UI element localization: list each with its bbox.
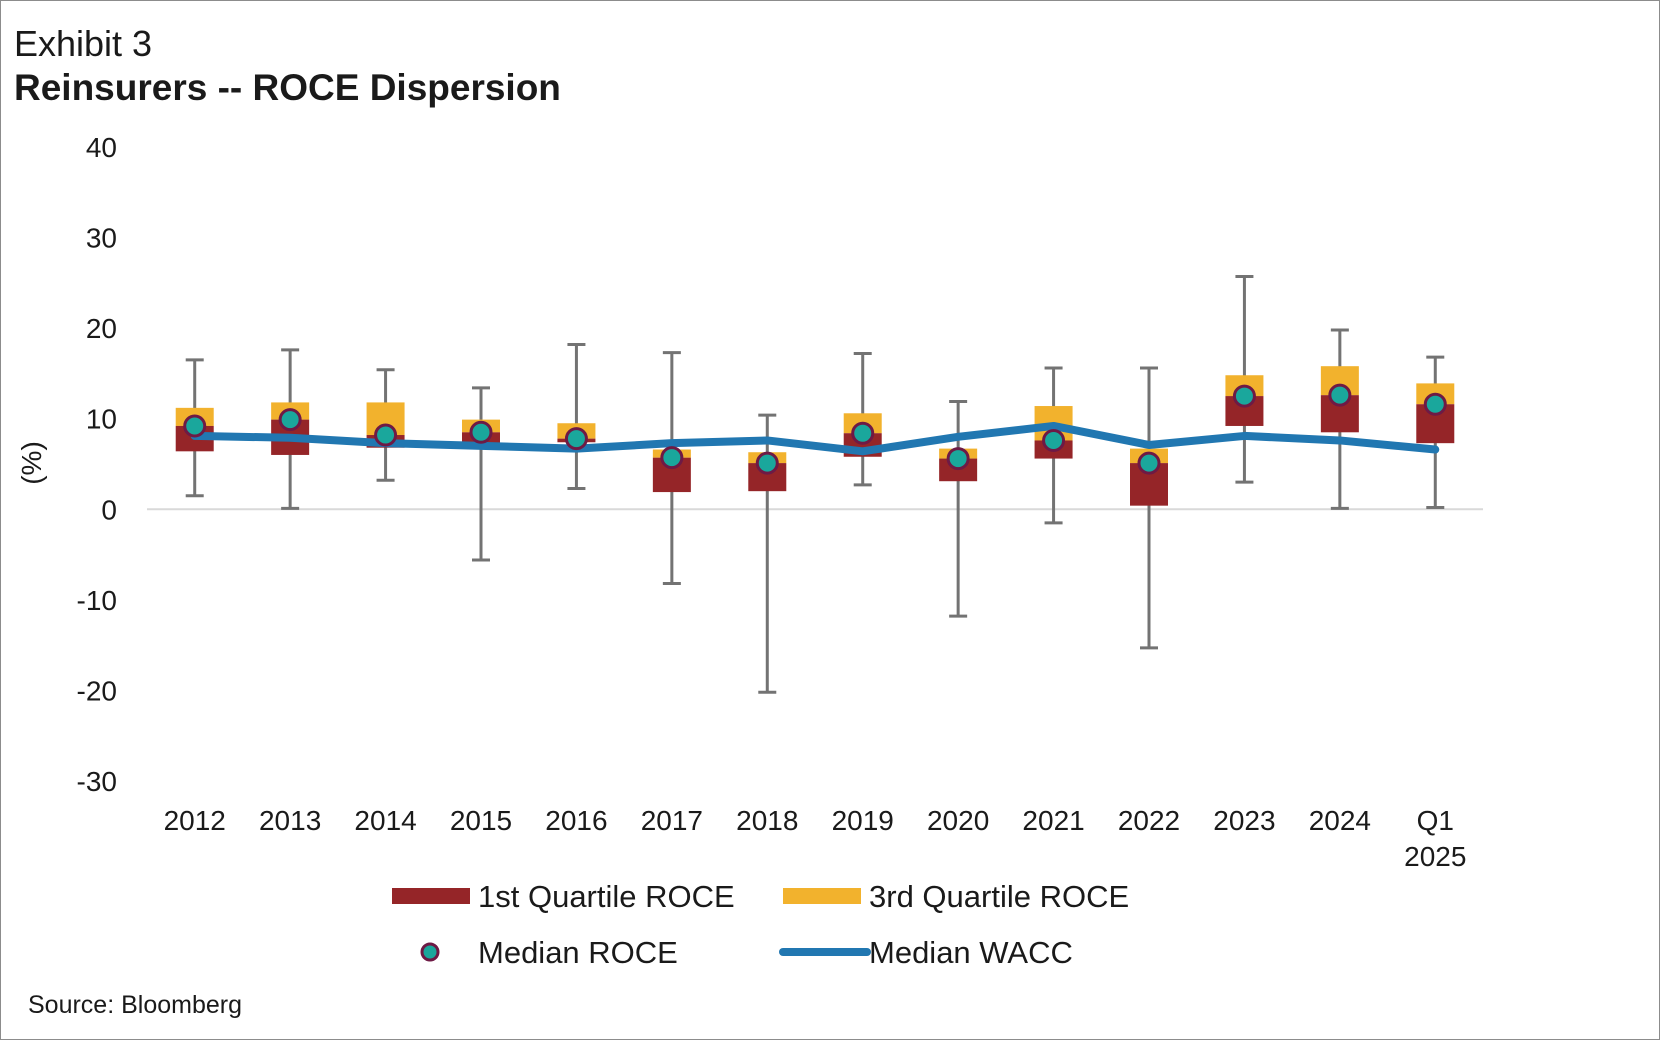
median-roce-marker — [469, 420, 493, 444]
legend-label-median-roce: Median ROCE — [478, 935, 678, 970]
x-tick-label: 2014 — [354, 805, 416, 836]
x-tick-label: 2016 — [545, 805, 607, 836]
median-roce-markers — [183, 383, 1447, 475]
legend-marker-median-roce — [420, 942, 440, 962]
median-wacc-series — [190, 421, 1440, 456]
x-tick-label: Q1 — [1417, 805, 1454, 836]
legend-label-q1: 1st Quartile ROCE — [478, 879, 735, 914]
median-roce-marker — [1232, 384, 1256, 408]
y-tick-label: 40 — [86, 132, 117, 163]
x-tick-label: 2022 — [1118, 805, 1180, 836]
y-tick-label: -10 — [77, 585, 117, 616]
legend-label-q3: 3rd Quartile ROCE — [869, 879, 1129, 914]
x-tick-label: 2015 — [450, 805, 512, 836]
x-axis: 2012 2013 2014 2015 2016 2017 2018 2019 2020 2021… — [164, 805, 1467, 872]
x-tick-label: 2024 — [1309, 805, 1371, 836]
x-tick-label: 2012 — [164, 805, 226, 836]
legend-label-median-wacc: Median WACC — [869, 935, 1073, 970]
median-roce-marker — [851, 421, 875, 445]
y-tick-label: -20 — [77, 675, 117, 706]
y-tick-label: -30 — [77, 766, 117, 797]
median-roce-marker — [1137, 451, 1161, 475]
median-roce-marker — [660, 446, 684, 470]
legend-swatch-q1 — [392, 888, 470, 904]
y-tick-label: 10 — [86, 404, 117, 435]
whiskers — [185, 275, 1445, 694]
x-tick-label: 2023 — [1213, 805, 1275, 836]
y-axis-label: (%) — [16, 441, 47, 485]
y-tick-label: 30 — [86, 223, 117, 254]
median-roce-marker — [278, 408, 302, 432]
x-tick-label: 2021 — [1022, 805, 1084, 836]
median-roce-marker — [946, 447, 970, 471]
x-tick-label: 2025 — [1404, 841, 1466, 872]
median-roce-marker — [374, 423, 398, 447]
x-tick-label: 2013 — [259, 805, 321, 836]
median-roce-marker — [183, 414, 207, 438]
x-tick-label: 2020 — [927, 805, 989, 836]
median-wacc-line — [190, 421, 1440, 456]
median-roce-marker — [1423, 392, 1447, 416]
legend: 1st Quartile ROCE 3rd Quartile ROCE Medi… — [392, 879, 1129, 970]
y-tick-label: 0 — [101, 494, 117, 525]
chart-title: Reinsurers -- ROCE Dispersion — [14, 67, 561, 108]
median-roce-marker — [1042, 428, 1066, 452]
median-roce-marker — [1328, 383, 1352, 407]
x-tick-label: 2019 — [832, 805, 894, 836]
y-tick-label: 20 — [86, 313, 117, 344]
x-tick-label: 2018 — [736, 805, 798, 836]
median-roce-marker — [755, 451, 779, 475]
median-roce-marker — [564, 427, 588, 451]
source-note: Source: Bloomberg — [28, 991, 243, 1019]
legend-swatch-q3 — [783, 888, 861, 904]
exhibit-label: Exhibit 3 — [14, 23, 153, 64]
x-tick-label: 2017 — [641, 805, 703, 836]
y-axis: 40 30 20 10 0 -10 -20 -30 — [77, 132, 117, 797]
